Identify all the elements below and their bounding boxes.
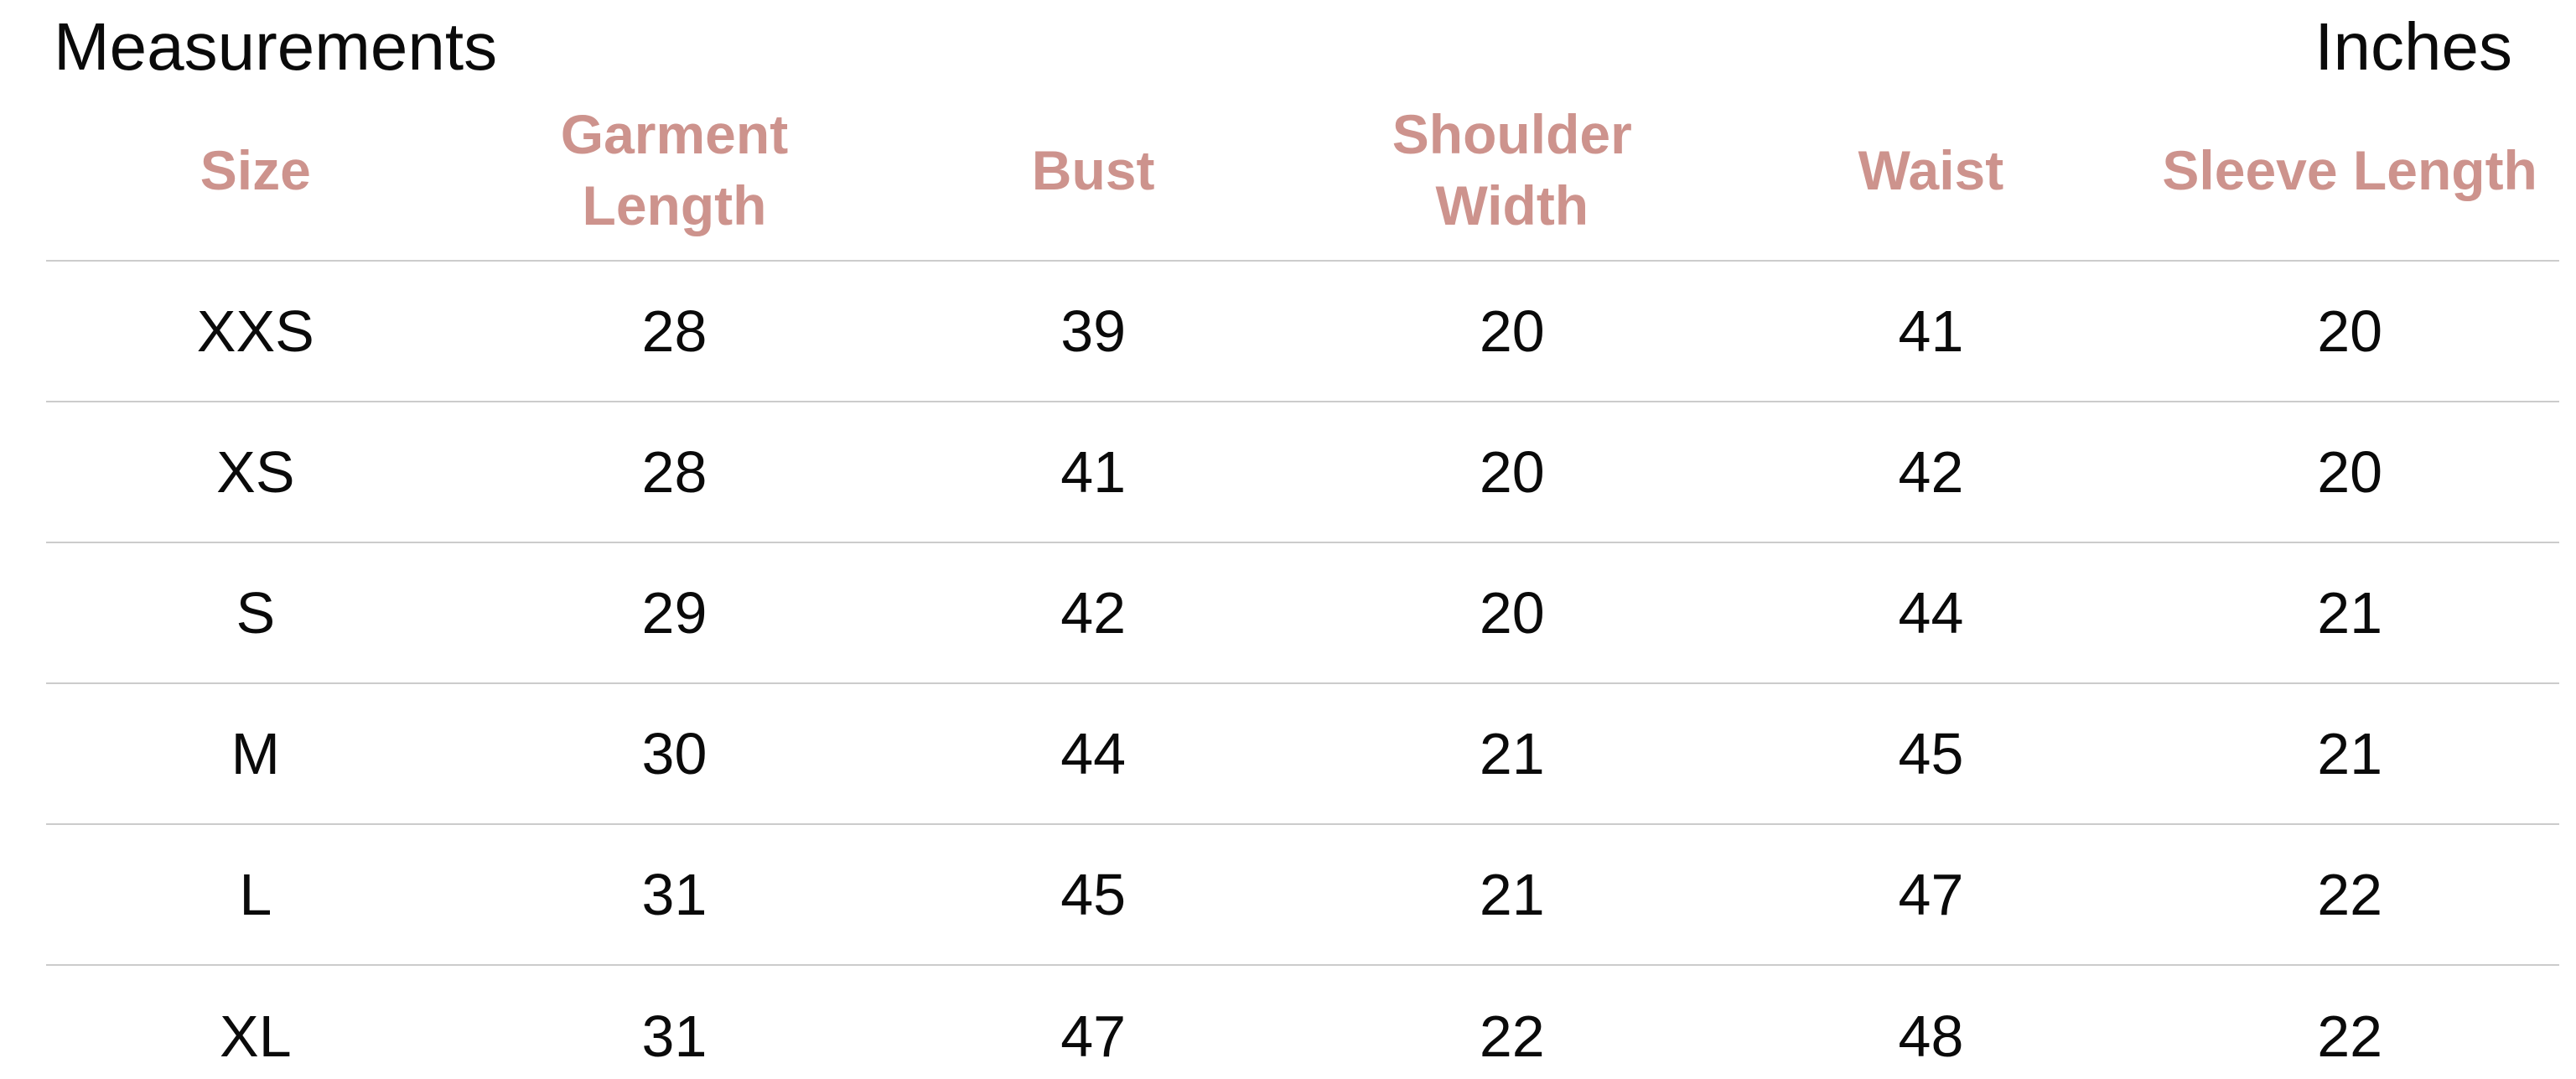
waist-cell: 44 (1721, 542, 2141, 683)
unit-label: Inches (2314, 9, 2512, 84)
garment-length-cell: 28 (464, 260, 884, 402)
column-header-shoulder-width: Shoulder Width (1303, 86, 1722, 261)
column-header-label: Bust (1031, 138, 1155, 201)
table-row-l: L 31 45 21 47 22 (46, 823, 2559, 965)
waist-cell: 42 (1721, 401, 2141, 542)
bust-cell: 47 (884, 964, 1303, 1079)
size-cell: S (46, 542, 465, 683)
size-table-container: Size Garment Length Bust Shoulder Width (0, 86, 2576, 1079)
table-row-m: M 30 44 21 45 21 (46, 682, 2559, 824)
header-row: Size Garment Length Bust Shoulder Width (46, 86, 2559, 261)
garment-length-cell: 31 (464, 823, 884, 965)
size-table-body: XXS 28 39 20 41 20 XS 28 41 20 42 20 S (46, 260, 2559, 1079)
sleeve-length-cell: 21 (2140, 682, 2559, 824)
table-row-xxs: XXS 28 39 20 41 20 (46, 260, 2559, 402)
size-table-head: Size Garment Length Bust Shoulder Width (46, 86, 2559, 261)
size-cell: XS (46, 401, 465, 542)
shoulder-width-cell: 22 (1302, 964, 1722, 1079)
waist-cell: 48 (1721, 964, 2141, 1079)
column-header-label: Sleeve Length (2162, 138, 2537, 201)
size-cell: XL (46, 964, 465, 1079)
column-header-garment-length: Garment Length (465, 86, 884, 261)
garment-length-cell: 31 (464, 964, 884, 1079)
column-header-size: Size (46, 86, 465, 261)
size-cell: M (46, 682, 465, 824)
size-cell: L (46, 823, 465, 965)
column-header-label: Shoulder (1392, 103, 1632, 165)
shoulder-width-cell: 21 (1302, 682, 1722, 824)
garment-length-cell: 28 (464, 401, 884, 542)
waist-cell: 47 (1721, 823, 2141, 965)
sleeve-length-cell: 21 (2140, 542, 2559, 683)
sleeve-length-cell: 22 (2140, 823, 2559, 965)
column-header-label: Garment (560, 103, 789, 165)
size-cell: XXS (46, 260, 465, 402)
column-header-label-line2: Length (582, 174, 767, 236)
column-header-label: Size (200, 138, 311, 201)
bust-cell: 45 (884, 823, 1303, 965)
column-header-label: Waist (1858, 138, 2004, 201)
table-row-xl: XL 31 47 22 48 22 (46, 964, 2559, 1079)
column-header-sleeve-length: Sleeve Length (2140, 86, 2559, 261)
bust-cell: 41 (884, 401, 1303, 542)
garment-length-cell: 29 (464, 542, 884, 683)
column-header-label-line2: Width (1435, 174, 1589, 236)
sleeve-length-cell: 20 (2140, 401, 2559, 542)
size-table: Size Garment Length Bust Shoulder Width (46, 86, 2559, 1079)
bust-cell: 44 (884, 682, 1303, 824)
sleeve-length-cell: 20 (2140, 260, 2559, 402)
garment-length-cell: 30 (464, 682, 884, 824)
shoulder-width-cell: 21 (1302, 823, 1722, 965)
shoulder-width-cell: 20 (1302, 401, 1722, 542)
table-row-s: S 29 42 20 44 21 (46, 542, 2559, 683)
column-header-waist: Waist (1722, 86, 2141, 261)
size-chart-header: Measurements Inches (0, 0, 2576, 86)
waist-cell: 41 (1721, 260, 2141, 402)
page-title: Measurements (54, 9, 498, 84)
shoulder-width-cell: 20 (1302, 260, 1722, 402)
column-header-bust: Bust (884, 86, 1303, 261)
waist-cell: 45 (1721, 682, 2141, 824)
bust-cell: 39 (884, 260, 1303, 402)
bust-cell: 42 (884, 542, 1303, 683)
shoulder-width-cell: 20 (1302, 542, 1722, 683)
table-row-xs: XS 28 41 20 42 20 (46, 401, 2559, 542)
sleeve-length-cell: 22 (2140, 964, 2559, 1079)
